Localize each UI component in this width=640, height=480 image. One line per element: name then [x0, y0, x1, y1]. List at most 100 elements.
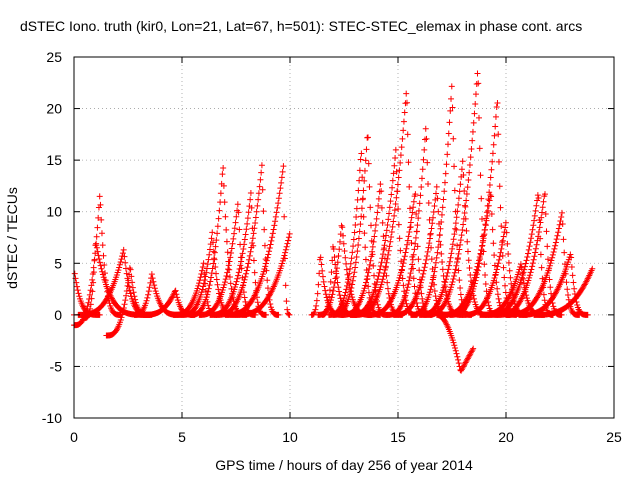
data-point	[361, 285, 368, 292]
data-point	[96, 193, 103, 200]
data-point	[351, 269, 358, 276]
data-point	[278, 174, 285, 181]
data-point	[205, 256, 212, 263]
data-point	[441, 299, 448, 306]
data-point	[385, 216, 392, 223]
data-point	[506, 267, 513, 274]
data-point	[265, 251, 272, 258]
data-point	[377, 262, 384, 269]
data-point	[489, 150, 496, 157]
data-point	[266, 248, 273, 255]
data-point	[558, 213, 565, 220]
data-point	[211, 249, 218, 256]
data-point	[346, 293, 353, 300]
data-point	[450, 135, 457, 142]
data-point	[541, 297, 548, 304]
data-point	[390, 218, 397, 225]
data-point	[348, 255, 355, 262]
data-point	[247, 190, 254, 197]
data-point	[206, 251, 213, 258]
data-point	[197, 274, 204, 281]
data-point	[115, 267, 122, 274]
data-point	[242, 231, 249, 238]
data-point	[499, 237, 506, 244]
data-point	[500, 233, 507, 240]
data-point	[399, 135, 406, 142]
data-point	[547, 260, 554, 267]
data-point	[351, 229, 358, 236]
data-point	[445, 266, 452, 273]
data-point	[463, 197, 470, 204]
data-point	[267, 289, 274, 296]
data-point	[400, 127, 407, 134]
data-point	[131, 293, 138, 300]
data-point	[348, 284, 355, 291]
data-point	[401, 256, 408, 263]
data-points	[71, 70, 596, 374]
data-point	[428, 225, 435, 232]
data-point	[440, 284, 447, 291]
data-point	[116, 264, 123, 271]
data-point	[150, 278, 157, 285]
data-point	[449, 241, 456, 248]
data-point	[251, 225, 258, 232]
data-point	[127, 266, 134, 273]
data-point	[366, 265, 373, 272]
data-point	[221, 279, 228, 286]
data-point	[148, 271, 155, 278]
data-point	[284, 310, 291, 317]
data-point	[552, 239, 559, 246]
data-point	[410, 204, 417, 211]
data-point	[100, 274, 107, 281]
data-point	[125, 277, 132, 284]
data-point	[366, 299, 373, 306]
data-point	[353, 214, 360, 221]
data-point	[504, 240, 511, 247]
data-point	[241, 241, 248, 248]
data-point	[375, 195, 382, 202]
data-point	[423, 135, 430, 142]
data-point	[317, 254, 324, 261]
data-point	[346, 270, 353, 277]
data-point	[240, 279, 247, 286]
data-point	[248, 204, 255, 211]
data-point	[399, 263, 406, 270]
data-point	[358, 150, 365, 157]
data-point	[457, 241, 464, 248]
data-point	[231, 225, 238, 232]
data-point	[94, 224, 101, 231]
data-point	[450, 339, 457, 346]
data-point	[350, 236, 357, 243]
data-point	[449, 245, 456, 252]
data-point	[207, 278, 214, 285]
data-point	[401, 109, 408, 116]
data-point	[99, 271, 106, 278]
data-point	[118, 256, 125, 263]
data-point	[526, 243, 533, 250]
data-point	[202, 273, 209, 280]
data-point	[535, 233, 542, 240]
y-tick-label: 15	[46, 152, 62, 168]
data-point	[478, 195, 485, 202]
data-point	[477, 251, 484, 258]
data-point	[188, 300, 195, 307]
data-point	[378, 204, 385, 211]
data-point	[330, 246, 337, 252]
data-point	[419, 273, 426, 280]
data-point	[354, 248, 361, 255]
data-point	[235, 209, 242, 216]
data-point	[93, 240, 100, 247]
data-point	[331, 280, 338, 287]
data-point	[256, 183, 263, 190]
data-point	[494, 100, 501, 107]
data-point	[420, 270, 427, 277]
data-point	[444, 269, 451, 276]
data-point	[454, 254, 461, 261]
data-point	[421, 146, 428, 153]
data-point	[221, 281, 228, 288]
data-point	[418, 175, 425, 182]
data-point	[367, 257, 374, 264]
data-point	[222, 213, 229, 220]
data-point	[522, 260, 529, 267]
data-point	[409, 261, 416, 268]
